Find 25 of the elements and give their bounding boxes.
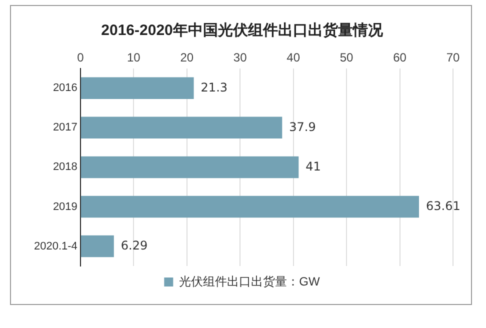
- data-label: 6.29: [120, 238, 148, 252]
- bar: [80, 196, 419, 218]
- y-tick-label: 2020.1-4: [34, 240, 78, 252]
- y-tick-label: 2018: [52, 161, 78, 174]
- x-tick-label: 40: [286, 50, 300, 65]
- data-label: 63.61: [426, 198, 460, 213]
- y-tick-label: 2019: [52, 200, 78, 213]
- bar: [80, 116, 282, 139]
- data-label: 41: [306, 159, 321, 174]
- bar: [80, 156, 299, 178]
- data-label: 37.9: [289, 120, 316, 134]
- legend-label: 光伏组件出口出货量：GW: [179, 274, 321, 288]
- x-tick-label: 10: [126, 50, 141, 65]
- x-tick-label: 0: [77, 50, 84, 65]
- bar: [80, 77, 194, 100]
- chart-title: 2016-2020年中国光伏组件出口出货量情况: [101, 22, 384, 40]
- x-tick-label: 70: [446, 50, 460, 65]
- data-label: 21.3: [200, 80, 228, 94]
- y-tick-label: 2016: [52, 82, 78, 94]
- y-tick-label: 2017: [52, 122, 78, 134]
- x-tick-label: 60: [393, 50, 407, 65]
- x-tick-label: 20: [180, 50, 194, 65]
- x-tick-label: 50: [340, 50, 354, 65]
- x-tick-label: 30: [233, 50, 248, 65]
- bar: [80, 235, 114, 258]
